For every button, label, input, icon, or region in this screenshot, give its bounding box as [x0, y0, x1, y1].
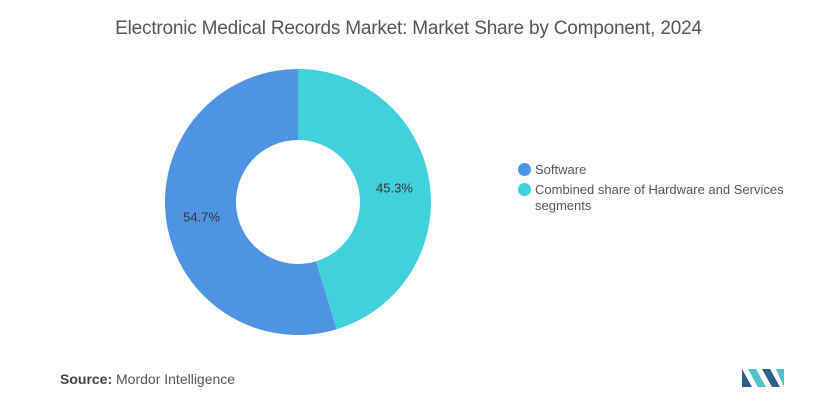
- legend-swatch-software: [518, 163, 531, 176]
- legend-label-software: Software: [535, 162, 587, 177]
- data-label-software: 54.7%: [183, 209, 220, 224]
- legend-label-hardware-services: Combined share of Hardware and Services …: [535, 182, 784, 213]
- slice-software[interactable]: [165, 68, 337, 335]
- source-note: Source: Mordor Intelligence: [60, 371, 235, 387]
- source-text: Mordor Intelligence: [116, 371, 236, 387]
- mordor-intelligence-logo-icon: [742, 369, 784, 387]
- legend-item-hardware-services[interactable]: Combined share of Hardware and Services …: [518, 182, 808, 214]
- chart-title: Electronic Medical Records Market: Marke…: [115, 18, 702, 39]
- legend-item-software[interactable]: Software: [518, 162, 808, 178]
- source-label: Source:: [60, 371, 113, 387]
- chart-legend: Software Combined share of Hardware and …: [518, 162, 808, 218]
- data-label-hardware-services: 45.3%: [376, 181, 413, 196]
- legend-swatch-hardware-services: [518, 183, 531, 196]
- slice-hardware-services[interactable]: [298, 69, 432, 330]
